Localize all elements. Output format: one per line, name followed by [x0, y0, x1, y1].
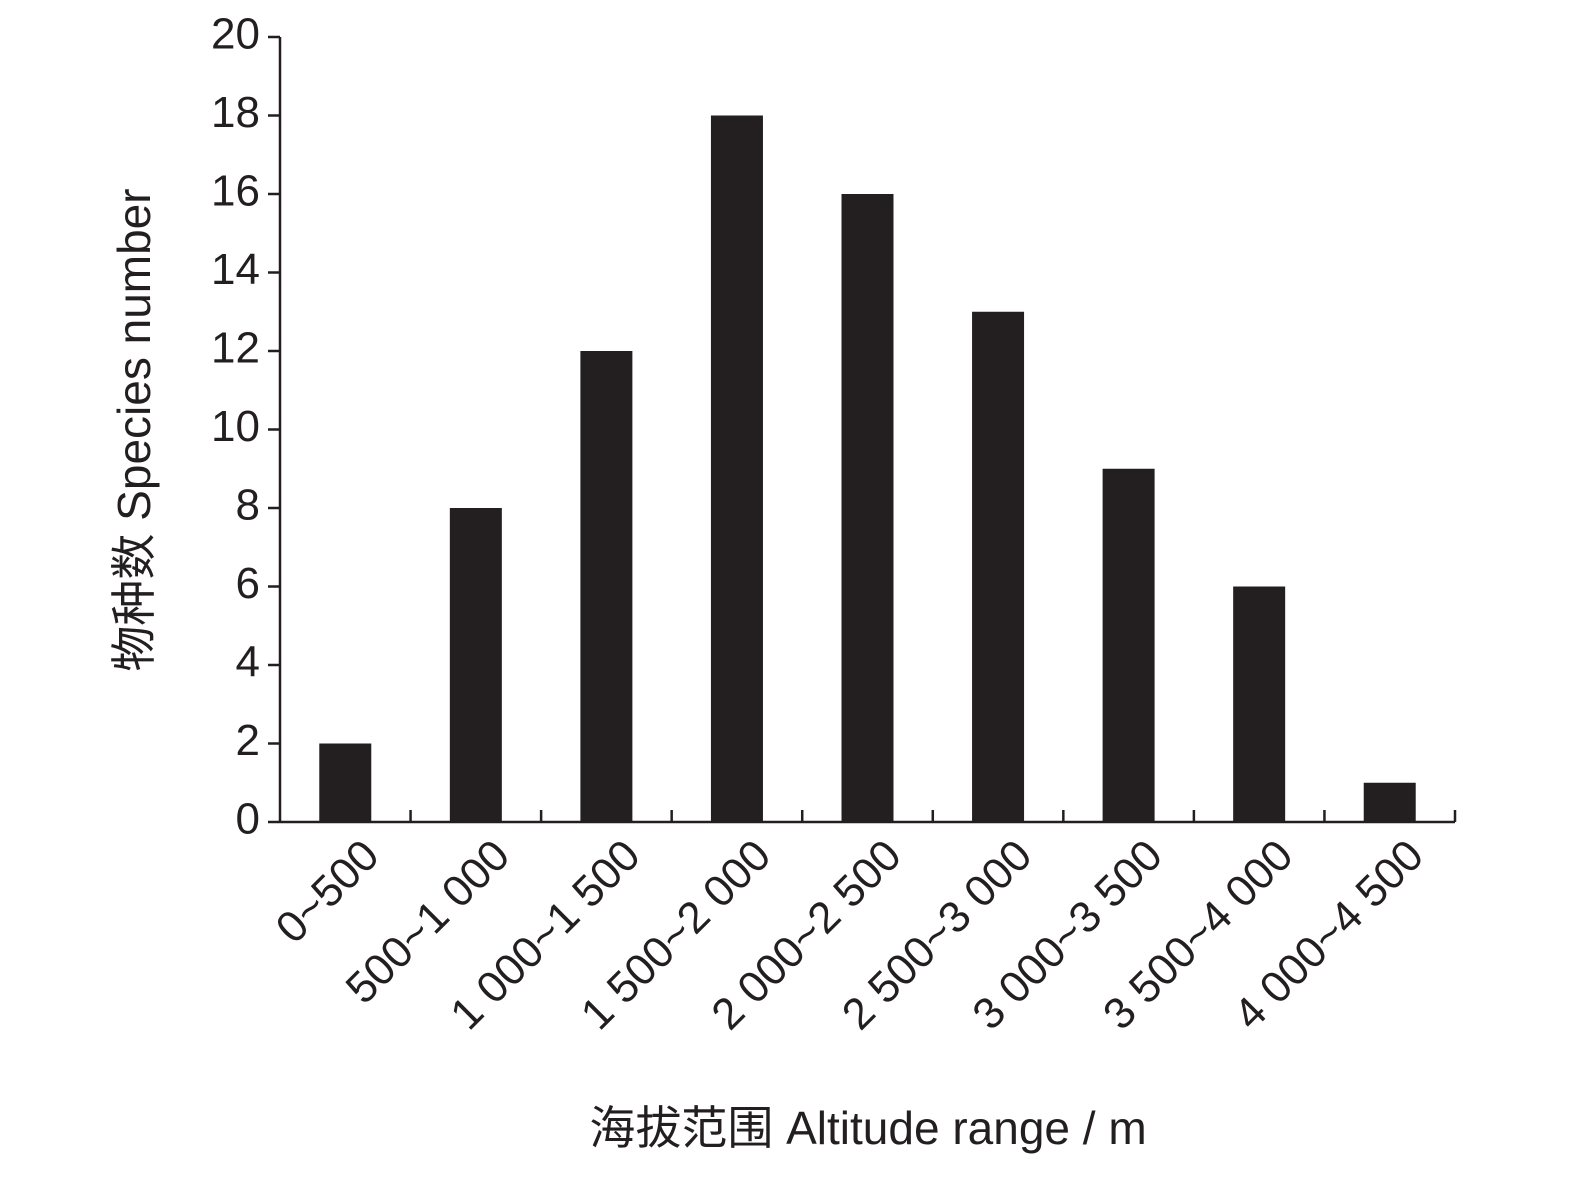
y-tick-label: 16: [211, 167, 260, 216]
y-tick-label: 14: [211, 245, 260, 294]
x-axis-title: 海拔范围 Altitude range / m: [589, 1102, 1146, 1154]
y-tick-label: 6: [236, 559, 260, 608]
bar: [319, 743, 372, 822]
bar: [580, 351, 633, 822]
bar: [710, 115, 763, 822]
y-tick-label: 4: [236, 638, 260, 687]
y-tick-label: 18: [211, 88, 260, 137]
y-tick-label: 8: [236, 481, 260, 530]
y-tick-label: 2: [236, 716, 260, 765]
y-tick-label: 12: [211, 324, 260, 373]
y-tick-label: 20: [211, 10, 260, 59]
bar: [1233, 586, 1286, 822]
bar: [449, 508, 502, 822]
y-tick-label: 0: [236, 795, 260, 844]
y-tick-label: 10: [211, 402, 260, 451]
bar: [972, 311, 1025, 822]
bar: [841, 194, 894, 822]
bar: [1102, 468, 1155, 822]
bar: [1363, 782, 1416, 822]
x-tick-label: 0~500: [267, 831, 389, 953]
y-axis-title: 物种数 Species number: [108, 188, 160, 671]
